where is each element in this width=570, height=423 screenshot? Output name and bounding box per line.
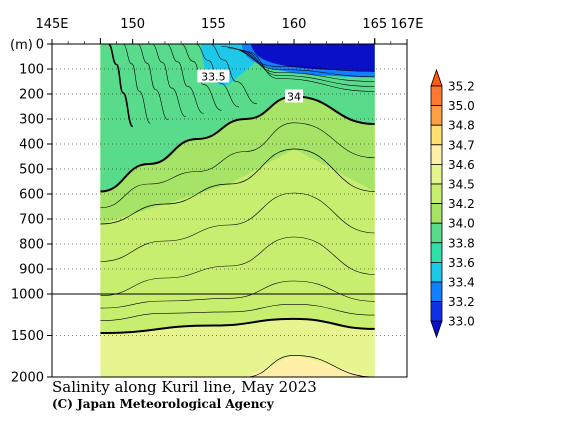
colorbar-level-label: 35.2 bbox=[448, 80, 475, 94]
colorbar-level-label: 34.2 bbox=[448, 197, 475, 211]
isohaline-deep-intermediate-3 bbox=[100, 303, 375, 321]
isohaline-shallow-2 bbox=[137, 44, 169, 121]
colorbar-bottom-arrow bbox=[430, 320, 443, 339]
isohaline-surface-4 bbox=[247, 51, 375, 92]
isohaline-shallow-0 bbox=[108, 44, 134, 128]
colorbar-level-label: 34.7 bbox=[448, 138, 475, 152]
isohaline-shallow-7 bbox=[210, 44, 257, 105]
isohaline-surface-2 bbox=[234, 48, 375, 82]
y-tick-label: 400 bbox=[19, 138, 44, 153]
y-axis-unit-label: (m) bbox=[10, 38, 33, 53]
plot-area: 33.5 34 bbox=[52, 44, 407, 377]
isohaline-surface-0 bbox=[221, 46, 375, 72]
colorbar-level-label: 34.0 bbox=[448, 217, 475, 231]
y-tick-label: 2000 bbox=[11, 371, 44, 386]
contour-label-layer: 33.5 34 bbox=[197, 69, 304, 104]
y-tick-label: 0 bbox=[36, 38, 44, 53]
isohaline-intermediate-0 bbox=[100, 122, 375, 209]
colorbar-swatch bbox=[430, 281, 443, 303]
contour-label-1: 34 bbox=[287, 91, 301, 104]
colorbar-swatch bbox=[430, 85, 443, 107]
colorbar-level-label: 33.6 bbox=[448, 256, 475, 270]
y-tick-label: 900 bbox=[19, 263, 44, 278]
isohaline-deep-intermediate-2 bbox=[100, 280, 375, 309]
isohaline-deep-intermediate-0 bbox=[100, 192, 375, 262]
salinity-band-34-6-to-34-7 bbox=[245, 355, 375, 377]
y-tick-label: 300 bbox=[19, 113, 44, 128]
x-tick-label: 165 bbox=[362, 17, 387, 32]
isohaline-34-2 bbox=[100, 148, 375, 225]
colorbar: 35.2 35.0 34.8 34.7 34.6 34.5 34.2 34.0 33.8 33.6… bbox=[430, 68, 475, 339]
y-tick-label: 1500 bbox=[11, 329, 44, 344]
colorbar-level-label: 34.8 bbox=[448, 119, 475, 133]
x-tick-label: 167E bbox=[390, 17, 423, 32]
contour-label-0: 33.5 bbox=[201, 71, 226, 84]
colorbar-swatch bbox=[430, 261, 443, 283]
colorbar-swatch bbox=[430, 144, 443, 165]
y-axis: (m) 0 100 200 300 400 500 600 700 800 900 1000 1500… bbox=[10, 38, 407, 386]
y-tick-label: 100 bbox=[19, 63, 44, 78]
isohaline-deep-intermediate-1 bbox=[100, 236, 375, 296]
colorbar-swatch bbox=[430, 183, 443, 205]
x-tick-label: 150 bbox=[120, 17, 145, 32]
colorbar-level-label: 33.8 bbox=[448, 236, 475, 250]
y-tick-label: 600 bbox=[19, 188, 44, 203]
isohaline-surface-1 bbox=[227, 47, 375, 77]
colorbar-level-label: 35.0 bbox=[448, 99, 475, 113]
colorbar-swatch bbox=[430, 105, 443, 126]
isohaline-34-6 bbox=[245, 355, 375, 377]
contour-label-bg-1 bbox=[285, 89, 304, 103]
isohaline-shallow-4 bbox=[166, 44, 204, 114]
y-tick-label: 800 bbox=[19, 238, 44, 253]
isohaline-shallow-1 bbox=[122, 44, 151, 124]
salinity-contour-layer bbox=[100, 44, 375, 377]
colorbar-top-arrow bbox=[430, 68, 443, 87]
colorbar-level-label: 33.2 bbox=[448, 295, 475, 309]
colorbar-swatch bbox=[430, 163, 443, 185]
x-tick-label: 155 bbox=[201, 17, 226, 32]
colorbar-swatch bbox=[430, 301, 443, 322]
colorbar-level-label: 33.4 bbox=[448, 276, 475, 290]
colorbar-swatch bbox=[430, 203, 443, 224]
y-tick-label: 700 bbox=[19, 213, 44, 228]
colorbar-level-label: 34.5 bbox=[448, 178, 475, 192]
isohaline-shallow-3 bbox=[151, 44, 187, 118]
colorbar-swatch bbox=[430, 222, 443, 244]
isohaline-surface-3 bbox=[240, 50, 375, 87]
contour-label-bg-0 bbox=[197, 69, 230, 83]
y-tick-label: 200 bbox=[19, 88, 44, 103]
colorbar-swatch bbox=[430, 124, 443, 146]
x-axis: 145E 150 155 160 165 167E bbox=[35, 17, 424, 44]
salinity-band-below-33-0 bbox=[250, 44, 375, 72]
chart-title: Salinity along Kuril line, May 2023 bbox=[52, 378, 317, 396]
isohaline-34-0 bbox=[100, 95, 375, 193]
colorbar-level-label: 33.0 bbox=[448, 315, 475, 329]
x-tick-label: 160 bbox=[282, 17, 307, 32]
y-tick-label: 500 bbox=[19, 163, 44, 178]
chart-credit: (C) Japan Meteorological Agency bbox=[52, 397, 274, 411]
colorbar-level-label: 34.6 bbox=[448, 158, 475, 172]
y-tick-label: 1000 bbox=[11, 288, 44, 303]
isohaline-34-5-deep bbox=[100, 317, 375, 334]
x-tick-label: 145E bbox=[35, 17, 68, 32]
colorbar-swatch bbox=[430, 242, 443, 263]
